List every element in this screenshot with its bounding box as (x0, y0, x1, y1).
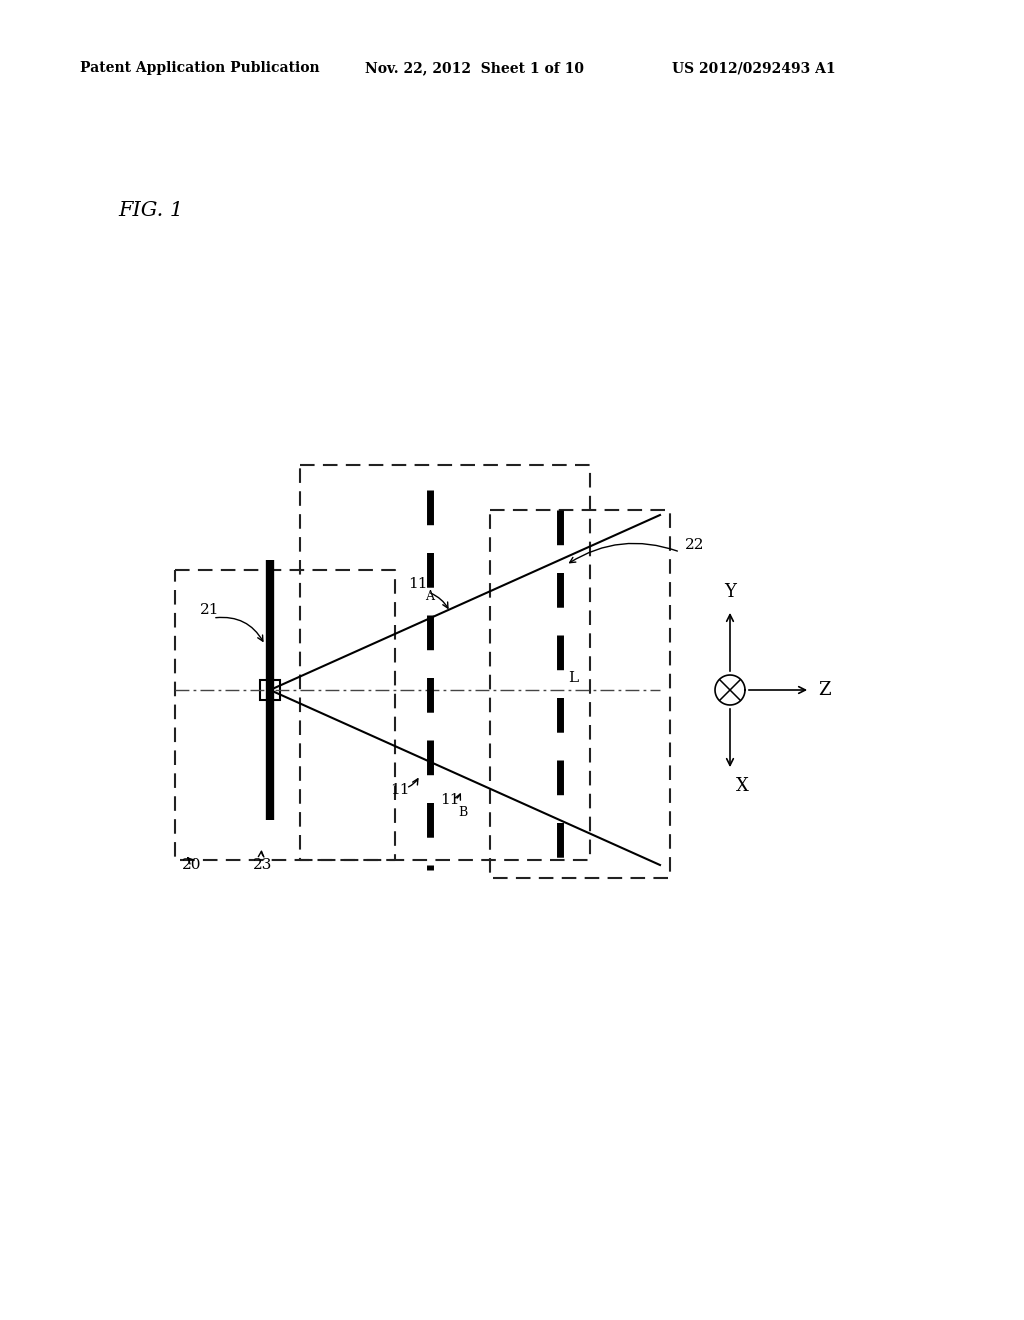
Text: 23: 23 (253, 858, 272, 873)
Text: 11: 11 (408, 577, 427, 591)
Text: 11: 11 (440, 793, 460, 807)
Text: 20: 20 (182, 858, 202, 873)
Text: Z: Z (818, 681, 830, 700)
Text: Nov. 22, 2012  Sheet 1 of 10: Nov. 22, 2012 Sheet 1 of 10 (365, 61, 584, 75)
Text: US 2012/0292493 A1: US 2012/0292493 A1 (672, 61, 836, 75)
Bar (260, 680, 280, 700)
Text: Patent Application Publication: Patent Application Publication (80, 61, 319, 75)
Text: 22: 22 (685, 539, 705, 552)
Text: 11: 11 (390, 783, 410, 797)
Text: A: A (425, 590, 434, 602)
Text: 21: 21 (200, 603, 219, 616)
Text: B: B (458, 807, 467, 820)
Text: L: L (568, 671, 579, 685)
Text: FIG. 1: FIG. 1 (118, 201, 183, 219)
Text: X: X (735, 777, 749, 795)
Text: Y: Y (724, 583, 736, 601)
